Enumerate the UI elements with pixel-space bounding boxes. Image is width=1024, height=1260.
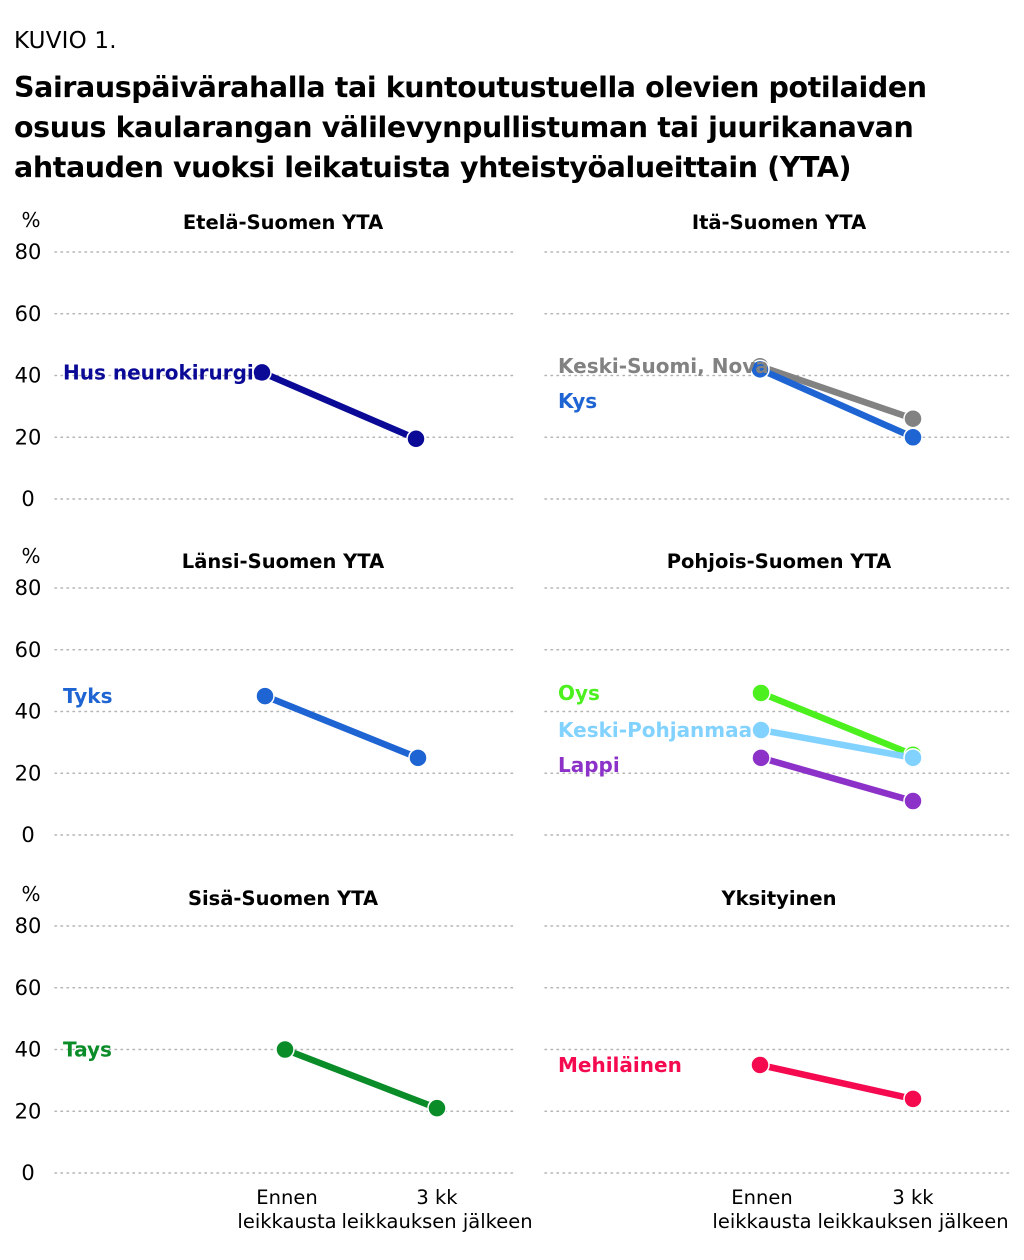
chart-title: Sairauspäivärahalla tai kuntoutustuella … bbox=[14, 71, 927, 184]
panel-title-lansi-suomen-yta: Länsi-Suomen YTA bbox=[182, 550, 384, 573]
data-point-tyks-before bbox=[255, 686, 275, 706]
data-point-keski-pohjanmaa-before bbox=[751, 720, 771, 740]
data-point-tays-after bbox=[427, 1098, 447, 1118]
y-tick-label-sisa-suomen-yta-20: 20 bbox=[15, 1099, 42, 1123]
y-tick-label-etela-suomen-yta-60: 60 bbox=[15, 302, 42, 326]
series-line-tyks bbox=[261, 692, 422, 762]
series-line-keski-pohjanmaa bbox=[757, 726, 917, 762]
series-line-oys bbox=[757, 689, 917, 758]
data-point-lappi-before bbox=[751, 748, 771, 768]
x-axis-label-right-0-0: Ennen bbox=[731, 1186, 792, 1209]
x-axis-label-left-0-1: leikkausta bbox=[237, 1210, 336, 1233]
y-tick-label-sisa-suomen-yta-0: 0 bbox=[21, 1161, 34, 1185]
data-point-tays-before bbox=[275, 1039, 295, 1060]
series-label-kys: Kys bbox=[558, 389, 597, 413]
x-axis-label-right-1-1: leikkauksen jälkeen bbox=[817, 1210, 1008, 1233]
y-tick-label-sisa-suomen-yta-80: 80 bbox=[15, 914, 42, 938]
series-label-tyks: Tyks bbox=[63, 684, 113, 708]
y-tick-label-etela-suomen-yta-80: 80 bbox=[15, 240, 42, 264]
y-tick-label-sisa-suomen-yta-60: 60 bbox=[15, 976, 42, 1000]
y-axis-label-etela-suomen-yta: % bbox=[21, 208, 40, 232]
series-label-keski-pohjanmaa: Keski-Pohjanmaa bbox=[558, 718, 752, 742]
x-axis-label-left-0-0: Ennen bbox=[256, 1186, 317, 1209]
panel-title-ita-suomen-yta: Itä-Suomen YTA bbox=[692, 211, 866, 234]
panel-title-etela-suomen-yta: Etelä-Suomen YTA bbox=[183, 211, 383, 234]
x-axis-label-right-0-1: leikkausta bbox=[712, 1210, 811, 1233]
x-axis-label-left-1-0: 3 kk bbox=[416, 1186, 458, 1209]
series-line-mehilainen bbox=[756, 1061, 917, 1103]
data-point-hus-neurokirurgia-after bbox=[406, 429, 426, 449]
x-axis-label-left-1-1: leikkauksen jälkeen bbox=[341, 1210, 532, 1233]
data-point-kys-after bbox=[903, 427, 923, 447]
series-label-hus-neurokirurgia: Hus neurokirurgia bbox=[63, 360, 267, 384]
y-tick-label-etela-suomen-yta-0: 0 bbox=[21, 487, 34, 511]
data-point-mehilainen-after bbox=[903, 1089, 923, 1109]
y-tick-label-lansi-suomen-yta-20: 20 bbox=[15, 761, 42, 785]
x-axis-label-right-1-0: 3 kk bbox=[892, 1186, 934, 1209]
y-axis-label-sisa-suomen-yta: % bbox=[21, 882, 40, 906]
series-line-keski-suomi-nova bbox=[756, 362, 917, 422]
data-point-mehilainen-before bbox=[750, 1055, 770, 1075]
y-tick-label-etela-suomen-yta-40: 40 bbox=[15, 364, 42, 388]
data-point-kys-before bbox=[750, 359, 770, 380]
y-tick-label-lansi-suomen-yta-80: 80 bbox=[15, 576, 42, 600]
series-line-tays bbox=[281, 1046, 441, 1112]
figure-label: KUVIO 1. bbox=[14, 28, 117, 54]
data-point-keski-suomi-nova-after bbox=[903, 408, 923, 429]
y-tick-label-lansi-suomen-yta-60: 60 bbox=[15, 638, 42, 662]
y-tick-label-etela-suomen-yta-20: 20 bbox=[15, 425, 42, 449]
y-tick-label-lansi-suomen-yta-0: 0 bbox=[21, 823, 34, 847]
series-label-oys: Oys bbox=[558, 681, 600, 705]
data-point-keski-pohjanmaa-after bbox=[903, 748, 923, 768]
series-line-lappi bbox=[757, 754, 917, 805]
y-tick-label-sisa-suomen-yta-40: 40 bbox=[15, 1038, 42, 1062]
panel-title-sisa-suomen-yta: Sisä-Suomen YTA bbox=[188, 887, 378, 910]
series-label-lappi: Lappi bbox=[558, 753, 620, 777]
y-axis-label-lansi-suomen-yta: % bbox=[21, 544, 40, 568]
series-line-kys bbox=[756, 366, 917, 441]
data-point-hus-neurokirurgia-before bbox=[252, 362, 272, 383]
data-point-oys-before bbox=[751, 683, 771, 703]
data-point-lappi-after bbox=[903, 791, 923, 811]
panel-title-yksityinen: Yksityinen bbox=[720, 887, 836, 910]
series-label-keski-suomi-nova: Keski-Suomi, Nova bbox=[558, 354, 769, 378]
series-line-hus-neurokirurgia bbox=[258, 369, 420, 443]
panel-title-pohjois-suomen-yta: Pohjois-Suomen YTA bbox=[667, 550, 892, 573]
y-tick-label-lansi-suomen-yta-40: 40 bbox=[15, 700, 42, 724]
series-label-tays: Tays bbox=[63, 1038, 112, 1062]
series-label-mehilainen: Mehiläinen bbox=[558, 1053, 682, 1077]
data-point-tyks-after bbox=[408, 748, 428, 768]
